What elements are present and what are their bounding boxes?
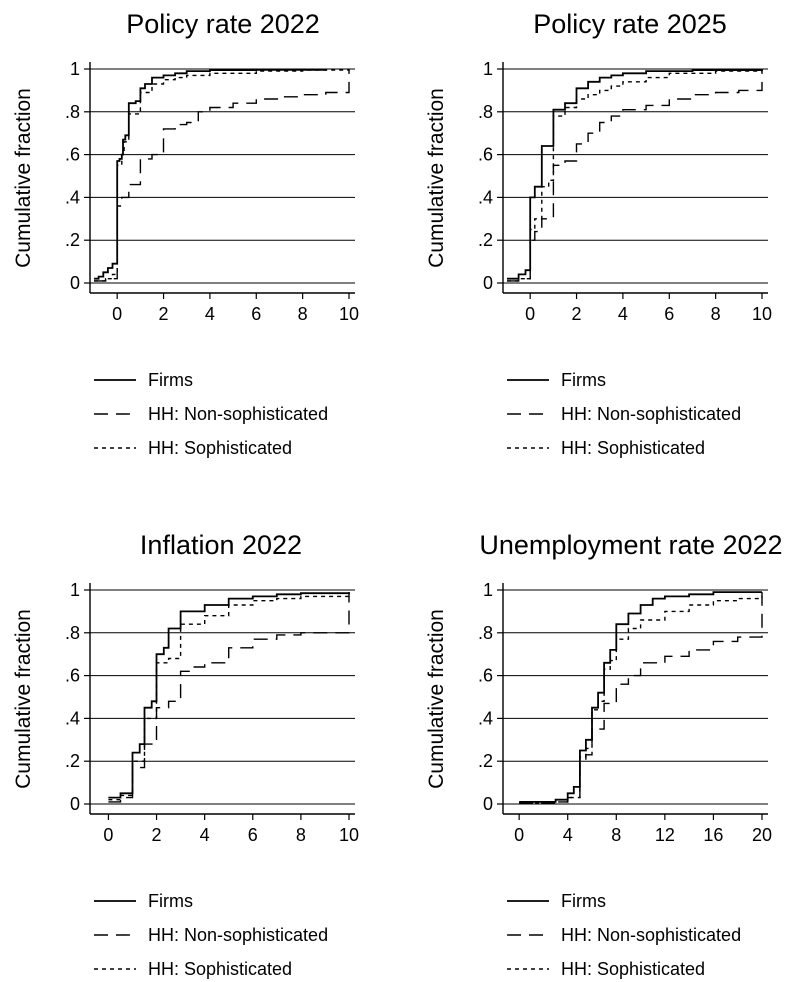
legend-label: HH: Non-sophisticated — [561, 404, 741, 424]
y-tick-label: .2 — [65, 230, 80, 250]
x-tick-label: 6 — [251, 304, 261, 324]
series-line-solid — [519, 591, 762, 803]
y-tick-label: .8 — [65, 102, 80, 122]
y-tick-label: .8 — [478, 623, 493, 643]
legend-label: HH: Non-sophisticated — [561, 925, 741, 945]
y-tick-label: 0 — [483, 794, 493, 814]
x-tick-label: 0 — [525, 304, 535, 324]
x-tick-label: 12 — [655, 825, 675, 845]
series-line-dashed — [519, 592, 763, 804]
y-tick-label: 1 — [70, 580, 80, 600]
y-tick-label: .4 — [65, 708, 80, 728]
legend-label: HH: Non-sophisticated — [148, 925, 328, 945]
x-tick-label: 4 — [563, 825, 573, 845]
chart-panel-1: Policy rate 2022 Cumulative fraction 0 .2 .4… — [12, 9, 359, 458]
series-line-dotted — [507, 70, 762, 282]
legend-label: HH: Sophisticated — [561, 959, 705, 979]
x-tick-label: 2 — [572, 304, 582, 324]
x-tick-label: 8 — [611, 825, 621, 845]
y-axis-label: Cumulative fraction — [12, 88, 35, 268]
chart-title: Inflation 2022 — [140, 530, 302, 560]
y-axis-label: Cumulative fraction — [12, 609, 35, 789]
series-line-solid — [108, 592, 350, 799]
legend-label: HH: Non-sophisticated — [148, 404, 328, 424]
y-tick-label: 1 — [483, 59, 493, 79]
x-tick-label: 8 — [711, 304, 721, 324]
y-axis-label: Cumulative fraction — [425, 609, 448, 789]
y-tick-label: .8 — [65, 623, 80, 643]
chart-title: Policy rate 2025 — [533, 9, 727, 39]
chart-panel-2: Policy rate 2025 Cumulative fraction 0 .2 .4… — [425, 9, 772, 458]
legend-label: HH: Sophisticated — [561, 438, 705, 458]
y-tick-label: 0 — [70, 273, 80, 293]
legend-label: Firms — [148, 891, 193, 911]
x-tick-label: 2 — [159, 304, 169, 324]
chart-panel-3: Inflation 2022 Cumulative fraction 0 .2 .4 .6… — [12, 530, 359, 979]
legend-label: Firms — [148, 370, 193, 390]
y-tick-label: .4 — [478, 708, 493, 728]
x-tick-label: 4 — [200, 825, 210, 845]
x-tick-label: 6 — [664, 304, 674, 324]
y-tick-label: .6 — [478, 666, 493, 686]
legend-label: HH: Sophisticated — [148, 959, 292, 979]
x-tick-label: 10 — [752, 304, 772, 324]
x-tick-label: 4 — [618, 304, 628, 324]
x-tick-label: 2 — [152, 825, 162, 845]
x-tick-label: 16 — [703, 825, 723, 845]
y-tick-label: 0 — [70, 794, 80, 814]
y-tick-label: .2 — [478, 230, 493, 250]
chart-title: Unemployment rate 2022 — [479, 530, 782, 560]
y-tick-label: .4 — [478, 187, 493, 207]
x-tick-label: 8 — [298, 304, 308, 324]
x-tick-label: 4 — [205, 304, 215, 324]
x-tick-label: 0 — [103, 825, 113, 845]
x-tick-label: 6 — [248, 825, 258, 845]
y-tick-label: .2 — [65, 751, 80, 771]
series-line-dotted — [94, 69, 350, 282]
series-line-dashed — [94, 69, 350, 282]
y-axis-label: Cumulative fraction — [425, 88, 448, 268]
y-tick-label: .6 — [65, 666, 80, 686]
series-line-dotted — [519, 596, 763, 804]
x-tick-label: 0 — [514, 825, 524, 845]
series-line-dotted — [108, 594, 350, 801]
legend-label: Firms — [561, 370, 606, 390]
y-tick-label: .6 — [65, 145, 80, 165]
x-tick-label: 10 — [339, 304, 359, 324]
x-tick-label: 10 — [339, 825, 359, 845]
y-tick-label: .4 — [65, 187, 80, 207]
x-tick-label: 0 — [112, 304, 122, 324]
series-line-solid — [94, 69, 327, 280]
legend-label: Firms — [561, 891, 606, 911]
chart-panel-4: Unemployment rate 2022 Cumulative fractio… — [425, 530, 783, 979]
y-tick-label: .6 — [478, 145, 493, 165]
y-tick-label: .8 — [478, 102, 493, 122]
series-line-solid — [507, 69, 763, 280]
y-tick-label: 0 — [483, 273, 493, 293]
y-tick-label: .2 — [478, 751, 493, 771]
x-tick-label: 8 — [296, 825, 306, 845]
legend-label: HH: Sophisticated — [148, 438, 292, 458]
series-line-dashed — [507, 69, 763, 282]
y-tick-label: 1 — [70, 59, 80, 79]
series-line-dashed — [108, 592, 350, 803]
y-tick-label: 1 — [483, 580, 493, 600]
x-tick-label: 20 — [752, 825, 772, 845]
chart-title: Policy rate 2022 — [126, 9, 320, 39]
